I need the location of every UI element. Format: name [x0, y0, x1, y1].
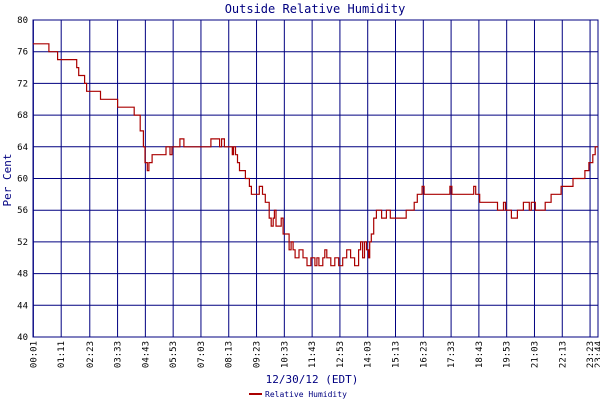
x-tick-label: 14:03 — [364, 341, 374, 368]
x-tick-label: 07:03 — [197, 341, 207, 368]
y-tick-label: 52 — [17, 238, 28, 248]
y-tick-label: 64 — [17, 143, 28, 153]
y-tick-label: 48 — [17, 270, 28, 280]
x-axis-label: 12/30/12 (EDT) — [266, 373, 359, 386]
x-tick-label: 08:13 — [225, 341, 235, 368]
y-tick-label: 68 — [17, 111, 28, 121]
y-tick-label: 44 — [17, 301, 28, 311]
series-line-relative-humidity — [33, 43, 598, 267]
x-tick-label: 23:23 — [586, 341, 596, 368]
y-tick-label: 60 — [17, 175, 28, 185]
grid-lines — [32, 19, 599, 338]
x-tick-label: 19:53 — [503, 341, 513, 368]
x-tick-label: 12:53 — [336, 341, 346, 368]
x-tick-label: 01:11 — [57, 341, 67, 368]
y-tick-labels: 40 44 48 52 56 60 64 68 72 76 80 — [17, 16, 28, 343]
y-axis-label: Per Cent — [1, 154, 14, 207]
x-tick-label: 23:44 — [594, 341, 600, 368]
x-tick-label: 22:13 — [558, 341, 568, 368]
x-tick-label: 10:33 — [280, 341, 290, 368]
x-tick-labels: 00:01 01:11 02:23 03:33 04:43 05:53 07:03 08:13… — [29, 341, 600, 368]
x-tick-label: 02:23 — [86, 341, 96, 368]
series-group — [33, 43, 598, 267]
x-tick-label: 05:53 — [169, 341, 179, 368]
x-tick-label: 18:43 — [475, 341, 485, 368]
y-tick-label: 76 — [17, 48, 28, 58]
y-tick-label: 56 — [17, 206, 28, 216]
x-tick-label: 09:23 — [253, 341, 263, 368]
x-tick-label: 03:33 — [114, 341, 124, 368]
x-tick-label: 11:43 — [308, 341, 318, 368]
legend-label: Relative Humidity — [265, 390, 347, 399]
legend: Relative Humidity — [249, 390, 347, 399]
x-tick-label: 21:03 — [530, 341, 540, 368]
x-tick-label: 17:33 — [447, 341, 457, 368]
x-tick-label: 16:23 — [419, 341, 429, 368]
y-tick-label: 72 — [17, 79, 28, 89]
x-tick-label: 15:13 — [392, 341, 402, 368]
x-tick-label: 04:43 — [141, 341, 151, 368]
y-tick-label: 40 — [17, 333, 28, 343]
x-tick-label: 00:01 — [29, 341, 39, 368]
y-tick-label: 80 — [17, 16, 28, 26]
chart-title: Outside Relative Humidity — [225, 2, 406, 16]
